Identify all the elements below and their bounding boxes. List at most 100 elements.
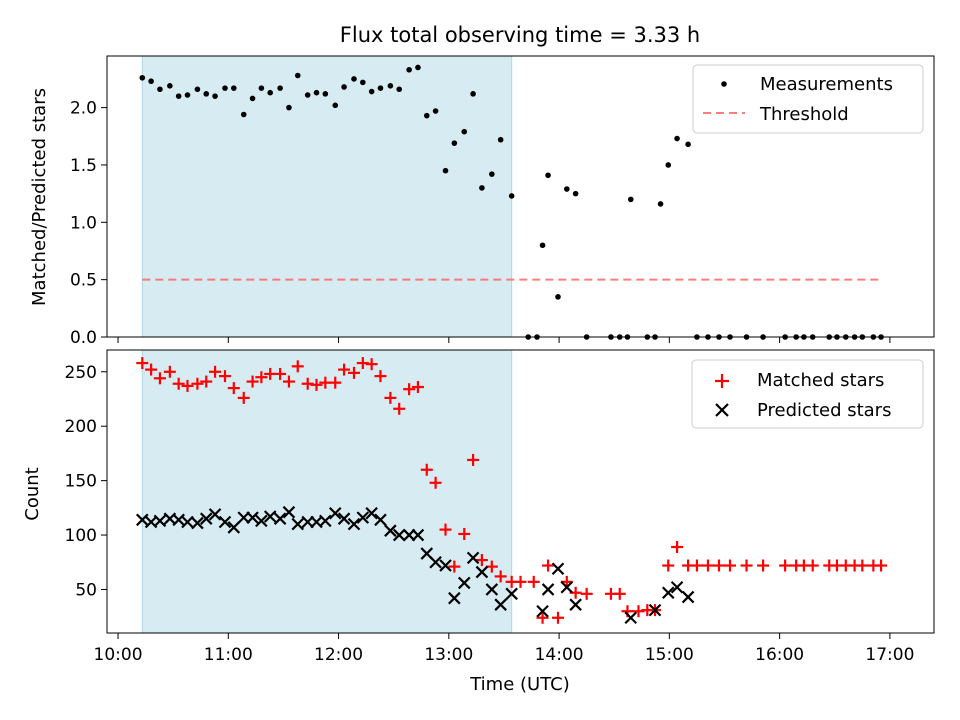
top-ytick-label: 0.5 <box>70 271 97 291</box>
bottom-x-ticks: 10:00 11:00 12:00 13:00 14:00 15:00 16:00 17:00 <box>94 633 914 665</box>
matched-point <box>420 463 433 476</box>
measurement-point <box>657 201 664 207</box>
matched-point <box>690 559 703 572</box>
measurement-point <box>545 172 551 179</box>
bottom-ytick-label: 250 <box>65 363 97 383</box>
matched-point <box>291 360 304 373</box>
predicted-point <box>263 510 277 523</box>
bottom-predicted-group <box>136 505 695 625</box>
bottom-xtick-label: 16:00 <box>755 645 804 665</box>
measurement-point <box>212 93 218 99</box>
measurement-point <box>322 91 329 97</box>
predicted-point <box>365 506 378 520</box>
matched-point <box>527 575 540 588</box>
matched-point <box>467 453 480 466</box>
predicted-point <box>337 512 351 525</box>
measurement-point <box>194 86 201 93</box>
matched-point <box>246 375 259 388</box>
matched-point <box>329 376 342 389</box>
matched-point <box>671 541 684 554</box>
top-x-ticks <box>117 337 891 343</box>
matched-point <box>255 371 268 384</box>
predicted-point <box>181 515 194 529</box>
matched-point <box>662 559 675 572</box>
top-y-ticks: 0.0 0.5 1.0 1.5 2.0 <box>70 99 107 348</box>
measurement-point <box>564 186 570 192</box>
measurement-point <box>167 83 173 89</box>
measurement-point <box>685 141 691 148</box>
matched-point <box>374 370 387 383</box>
predicted-point <box>670 581 684 594</box>
bottom-xtick-label: 15:00 <box>645 645 694 665</box>
measurement-point <box>423 112 430 119</box>
legend-predicted-label: Predicted stars <box>757 400 891 421</box>
predicted-point <box>551 562 565 576</box>
measurement-point <box>432 108 439 114</box>
top-legend: Measurements Threshold <box>692 64 924 134</box>
predicted-point <box>208 508 222 521</box>
bottom-ytick-label: 50 <box>75 580 97 600</box>
matched-point <box>439 523 452 536</box>
predicted-point <box>429 555 442 569</box>
legend-matched-marker <box>715 374 729 388</box>
bottom-xtick-label: 12:00 <box>314 645 363 665</box>
matched-point <box>448 560 461 573</box>
predicted-point <box>273 512 287 525</box>
predicted-point <box>448 591 461 605</box>
measurement-point <box>332 102 339 109</box>
measurement-point <box>377 85 384 91</box>
matched-point <box>145 363 158 376</box>
matched-point <box>227 382 240 395</box>
measurement-point <box>157 86 163 93</box>
bottom-ylabel: Count <box>22 467 43 520</box>
matched-point <box>724 559 737 572</box>
predicted-point <box>569 598 582 611</box>
matched-point <box>757 559 770 572</box>
measurement-point <box>267 89 273 96</box>
measurement-point <box>148 78 154 85</box>
matched-point <box>274 367 287 380</box>
bottom-legend-box <box>691 359 924 429</box>
measurement-point <box>240 111 247 118</box>
measurement-point <box>497 136 504 143</box>
predicted-point <box>347 517 361 531</box>
measurement-point <box>442 167 449 174</box>
matched-point <box>856 559 869 572</box>
predicted-point <box>439 559 452 572</box>
matched-point <box>411 381 424 394</box>
top-ytick-label: 2.0 <box>70 99 97 119</box>
predicted-point <box>374 513 387 527</box>
bottom-legend: Matched stars Predicted stars <box>691 359 924 429</box>
matched-point <box>779 559 792 572</box>
measurement-point <box>304 92 311 98</box>
predicted-point <box>661 586 675 600</box>
matched-point <box>172 377 185 390</box>
bottom-xtick-label: 17:00 <box>865 645 914 665</box>
matched-point <box>403 383 416 396</box>
predicted-point <box>536 604 549 618</box>
matched-point <box>514 575 527 588</box>
predicted-point <box>541 583 555 596</box>
matched-point <box>338 363 351 376</box>
matched-point <box>384 391 397 404</box>
predicted-point <box>494 598 507 611</box>
matched-point <box>712 559 725 572</box>
top-ytick-label: 1.5 <box>70 156 97 176</box>
legend-threshold-label: Threshold <box>759 104 849 125</box>
bottom-xlabel: Time (UTC) <box>469 674 570 695</box>
legend-measurements-marker <box>721 81 727 87</box>
matched-point <box>191 377 204 390</box>
matched-point <box>580 587 593 600</box>
predicted-point <box>485 583 499 596</box>
predicted-point <box>191 516 204 530</box>
matched-point <box>153 372 166 385</box>
bottom-panel: 50 100 150 200 250 10:00 11:00 12:00 13:00 14:00… <box>22 349 935 695</box>
matched-point <box>458 527 471 540</box>
measurement-point <box>627 196 634 203</box>
matched-point <box>200 375 213 388</box>
predicted-point <box>255 514 268 528</box>
predicted-point <box>199 512 213 525</box>
bottom-xtick-label: 14:00 <box>535 645 584 665</box>
matched-point <box>237 391 250 404</box>
matched-point <box>209 365 222 378</box>
